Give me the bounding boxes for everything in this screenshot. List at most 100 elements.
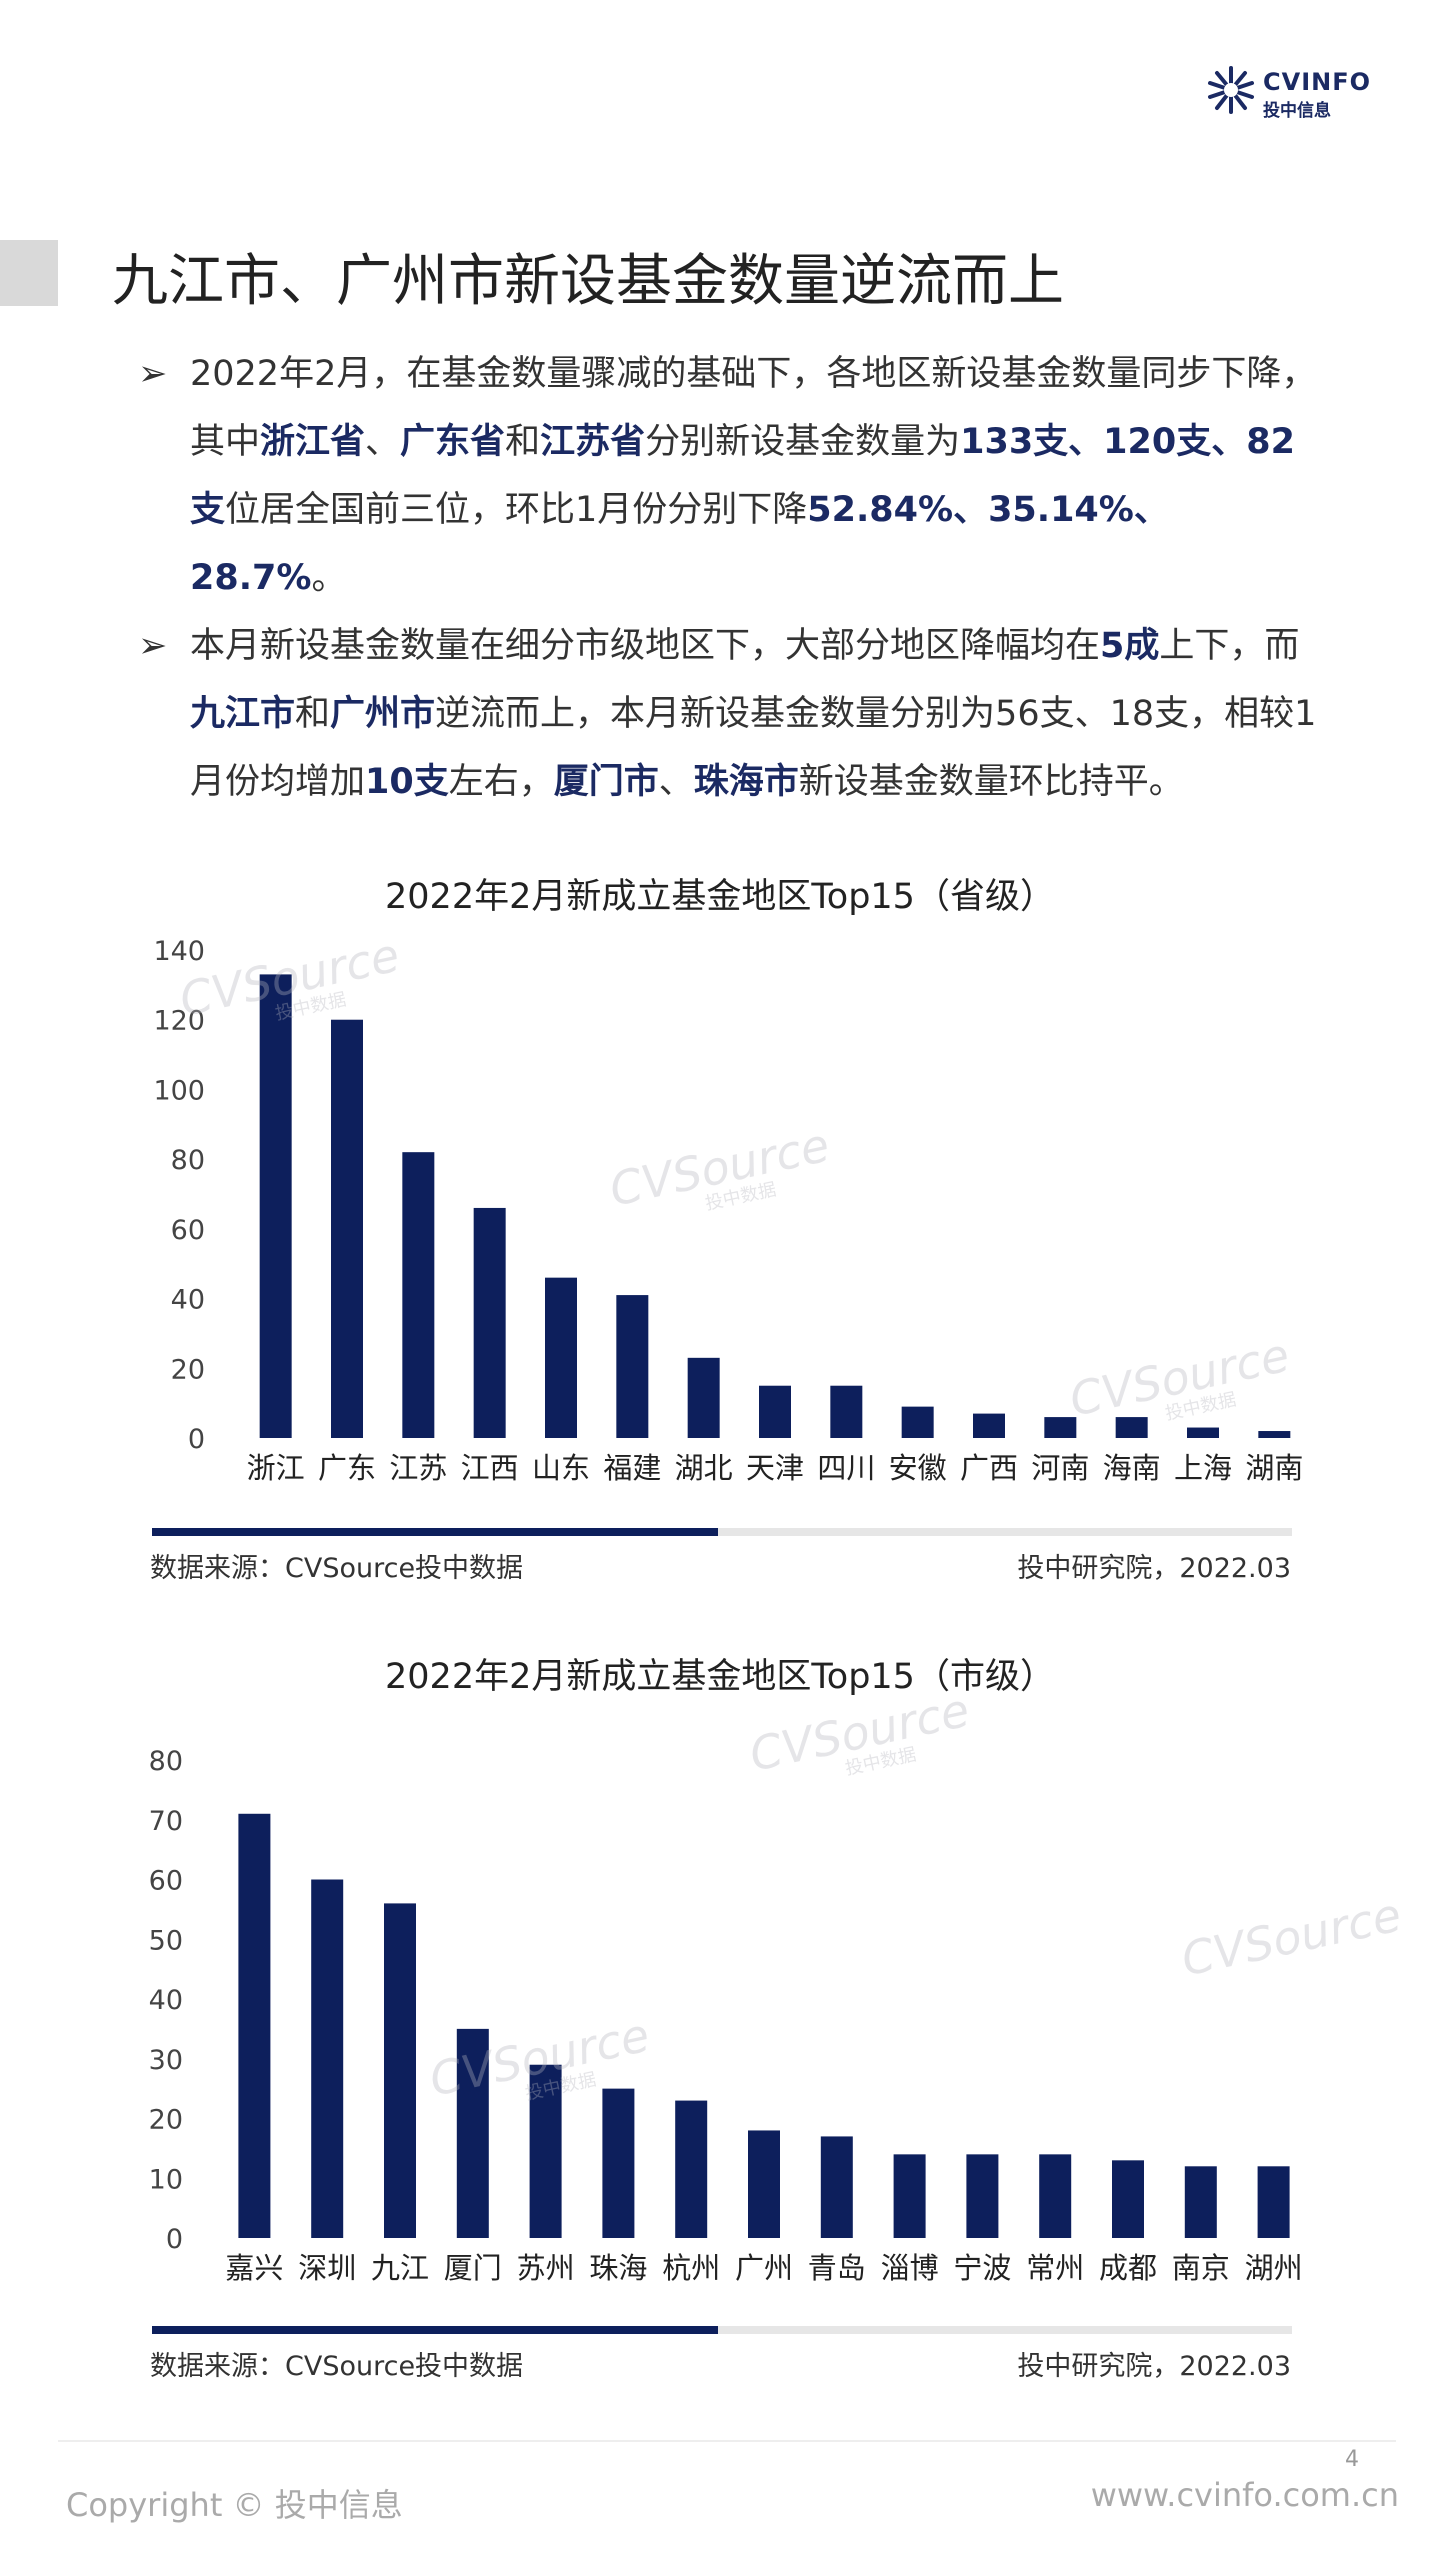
y-tick-label: 60 <box>171 1215 205 1246</box>
bar <box>759 1385 791 1438</box>
category-label: 上海 <box>1174 1451 1232 1485</box>
website-link[interactable]: www.cvinfo.com.cn <box>1090 2476 1399 2514</box>
category-label: 江西 <box>461 1451 519 1485</box>
category-label: 湖南 <box>1245 1451 1303 1485</box>
logo-subtext: 投中信息 <box>1263 101 1331 121</box>
bar-chart-province: 0 20 40 60 80 100 120 140 浙江 广东 江苏 江西 山东 福建 湖北 天津 四川 安徽 广西… <box>153 936 1303 1485</box>
bar <box>820 2136 853 2238</box>
y-tick-label: 100 <box>153 1075 205 1106</box>
source-divider <box>152 2326 1292 2334</box>
highlight-text: 52.84%、35.14%、28.7% <box>190 490 1169 598</box>
body-text: 。 <box>311 558 347 598</box>
highlight-text: 广州市 <box>330 694 436 734</box>
y-tick-label: 80 <box>149 1746 183 1777</box>
highlight-text: 珠海市 <box>693 762 799 802</box>
bar <box>529 2064 562 2238</box>
bar <box>830 1385 863 1438</box>
y-tick-label: 40 <box>149 1985 183 2016</box>
category-label: 广东 <box>318 1451 376 1485</box>
bar <box>1039 2154 1072 2238</box>
footer-divider <box>58 2440 1396 2442</box>
category-label: 成都 <box>1099 2251 1157 2285</box>
y-tick-label: 30 <box>149 2045 183 2076</box>
category-label: 深圳 <box>298 2251 356 2285</box>
category-label: 海南 <box>1103 1451 1161 1485</box>
data-source-label: 数据来源：CVSource投中数据 <box>150 1553 524 1584</box>
bar <box>893 2154 926 2238</box>
category-label: 杭州 <box>662 2251 720 2285</box>
y-tick-label: 120 <box>153 1006 205 1037</box>
category-label: 嘉兴 <box>225 2251 283 2285</box>
body-text: 左右， <box>448 762 554 802</box>
bullet-text: 本月新设基金数量在细分市级地区下，大部分地区降幅均在5成上下，而九江市和广州市逆… <box>190 612 1318 816</box>
category-label: 江苏 <box>389 1451 447 1485</box>
bar <box>259 974 292 1438</box>
category-label: 天津 <box>746 1451 804 1485</box>
bar <box>384 1903 416 2238</box>
body-text: 、 <box>658 762 694 802</box>
category-label: 福建 <box>603 1451 661 1485</box>
bar <box>675 2100 708 2238</box>
source-divider <box>152 1528 1292 1536</box>
bullet-arrow-icon: ➢ <box>138 354 168 394</box>
research-credit-label: 投中研究院，2022.03 <box>1017 2351 1291 2382</box>
y-tick-label: 20 <box>171 1354 205 1385</box>
bar <box>748 2130 780 2238</box>
body-text: 本月新设基金数量在细分市级地区下，大部分地区降幅均在 <box>190 626 1101 666</box>
bullet-text: 2022年2月，在基金数量骤减的基础下，各地区新设基金数量同步下降，其中浙江省、… <box>190 340 1318 612</box>
y-tick-label: 10 <box>149 2164 183 2195</box>
highlight-text: 浙江省 <box>260 422 366 462</box>
title-accent-block <box>0 240 58 306</box>
body-text: 和 <box>295 694 331 734</box>
bar <box>1187 1427 1219 1438</box>
bar <box>901 1406 934 1438</box>
category-label: 湖州 <box>1245 2251 1303 2285</box>
y-tick-label: 50 <box>149 1925 183 1956</box>
page-title: 九江市、广州市新设基金数量逆流而上 <box>112 249 1064 314</box>
y-tick-label: 80 <box>171 1145 205 1176</box>
category-label: 山东 <box>532 1451 590 1485</box>
bar <box>602 2088 635 2238</box>
page-number: 4 <box>1345 2447 1359 2472</box>
bullet-paragraph-2: ➢ 本月新设基金数量在细分市级地区下，大部分地区降幅均在5成上下，而九江市和广州… <box>138 612 1318 816</box>
bar-chart-city: 0 10 20 30 40 50 60 70 80 嘉兴 深圳 九江 厦门 苏州 珠海 杭州 广州 青岛 淄博 宁波常… <box>149 1746 1303 2285</box>
bar <box>1115 1417 1148 1438</box>
body-text: 分别新设基金数量为 <box>645 422 961 462</box>
bar <box>545 1277 577 1438</box>
y-tick-label: 0 <box>188 1424 205 1455</box>
category-label: 河南 <box>1031 1451 1089 1485</box>
category-label: 南京 <box>1172 2251 1230 2285</box>
highlight-text: 江苏省 <box>540 422 646 462</box>
highlight-text: 九江市 <box>190 694 296 734</box>
logo-text: CVINFO <box>1263 68 1371 96</box>
category-label: 厦门 <box>444 2251 502 2285</box>
body-text: 2022年2月，在基金数量骤减的基础下，各地区新设基金数量同步下降，其中 <box>190 354 1317 462</box>
y-tick-label: 0 <box>166 2224 183 2255</box>
category-label: 常州 <box>1026 2251 1084 2285</box>
bar <box>473 1207 506 1438</box>
bar <box>1257 2166 1290 2238</box>
category-label: 青岛 <box>808 2251 866 2285</box>
bullet-arrow-icon: ➢ <box>138 626 168 666</box>
highlight-text: 10支 <box>365 762 449 802</box>
bar <box>456 2028 489 2238</box>
highlight-text: 广东省 <box>400 422 506 462</box>
body-text: 和 <box>505 422 541 462</box>
bar <box>616 1295 649 1438</box>
y-tick-label: 60 <box>149 1866 183 1897</box>
copyright-text: Copyright © 投中信息 <box>66 2486 403 2524</box>
y-tick-label: 70 <box>149 1806 183 1837</box>
highlight-text: 厦门市 <box>553 762 659 802</box>
category-label: 珠海 <box>589 2251 647 2285</box>
bar <box>402 1152 435 1438</box>
body-text: 位居全国前三位，环比1月份分别下降 <box>225 490 808 530</box>
y-tick-label: 140 <box>153 936 205 967</box>
bar <box>1258 1431 1291 1438</box>
bar <box>331 1019 363 1438</box>
bar <box>966 2154 999 2238</box>
category-label: 广州 <box>735 2251 793 2285</box>
category-label: 广西 <box>960 1451 1018 1485</box>
y-tick-label: 20 <box>149 2105 183 2136</box>
category-label: 九江 <box>371 2251 429 2285</box>
body-text: 新设基金数量环比持平。 <box>798 762 1184 802</box>
